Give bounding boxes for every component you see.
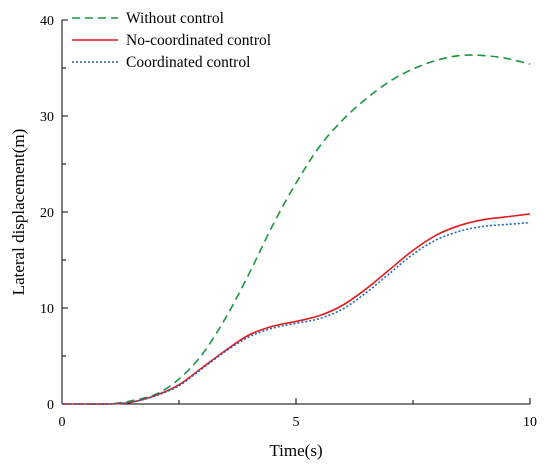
y-tick-label: 10 — [40, 302, 54, 317]
y-tick-label: 0 — [47, 398, 54, 413]
legend-label-2: No-coordinated control — [126, 32, 271, 49]
x-tick-label: 10 — [523, 415, 537, 430]
x-tick-label: 5 — [293, 415, 300, 430]
series-line-2 — [61, 213, 531, 405]
y-axis-ticks: 0 10 20 30 40 — [40, 14, 68, 413]
series-line-3 — [61, 221, 531, 405]
y-tick-label: 30 — [40, 110, 54, 125]
series-lines — [61, 54, 531, 405]
x-axis-ticks: 0 5 10 — [59, 398, 537, 430]
y-tick-label: 20 — [40, 206, 54, 221]
series-line-1 — [61, 54, 531, 405]
y-axis-title: Lateral displacement(m) — [9, 129, 28, 296]
legend: Without control No-coordinated control Coo… — [72, 10, 271, 71]
legend-label-1: Without control — [126, 10, 224, 27]
plot-area: 0 5 10 0 10 20 30 40 — [40, 14, 537, 430]
x-axis-title: Time(s) — [269, 441, 322, 460]
x-tick-label: 0 — [59, 415, 66, 430]
legend-label-3: Coordinated control — [126, 54, 250, 71]
y-tick-label: 40 — [40, 14, 54, 29]
